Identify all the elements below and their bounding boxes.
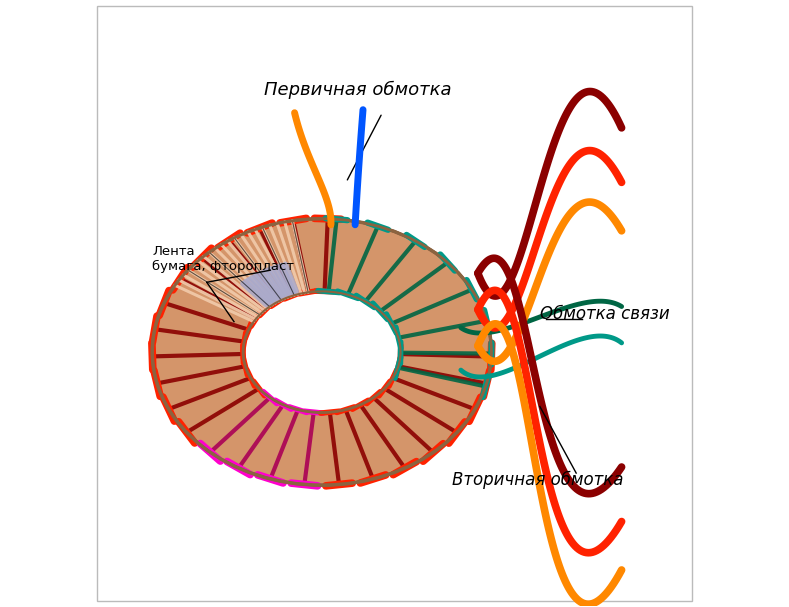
Text: Первичная обмотка: Первичная обмотка xyxy=(264,80,452,98)
Text: Вторичная обмотка: Вторичная обмотка xyxy=(452,471,623,489)
Text: Лента
бумага, фторопласт: Лента бумага, фторопласт xyxy=(152,245,294,273)
Ellipse shape xyxy=(152,219,492,485)
Text: Обмотка связи: Обмотка связи xyxy=(540,305,670,323)
Ellipse shape xyxy=(243,291,401,413)
